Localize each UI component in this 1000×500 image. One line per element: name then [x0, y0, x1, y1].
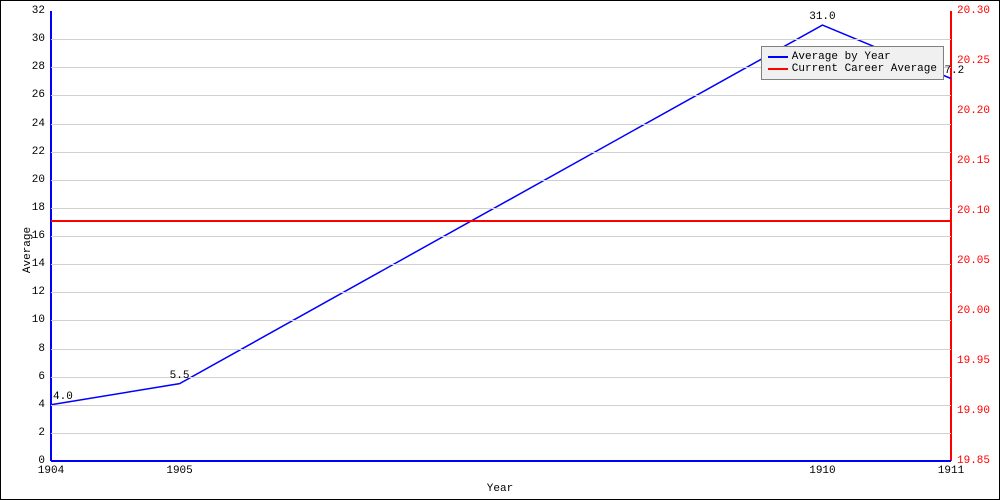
- y-right-tick-label: 20.00: [951, 305, 990, 317]
- y-right-tick-label: 20.10: [951, 205, 990, 217]
- y-left-tick-label: 12: [32, 286, 51, 298]
- y-left-tick-label: 16: [32, 230, 51, 242]
- y-left-tick-label: 30: [32, 33, 51, 45]
- legend-label: Current Career Average: [792, 63, 937, 75]
- data-point-label: 5.5: [170, 370, 190, 382]
- x-tick-label: 1911: [938, 461, 964, 477]
- y-left-tick-label: 6: [38, 371, 51, 383]
- gridline: [51, 152, 951, 153]
- gridline: [51, 236, 951, 237]
- legend: Average by YearCurrent Career Average: [761, 46, 944, 80]
- gridline: [51, 124, 951, 125]
- x-tick-label: 1905: [166, 461, 192, 477]
- chart-container: Average Year 024681012141618202224262830…: [0, 0, 1000, 500]
- y-left-tick-label: 26: [32, 89, 51, 101]
- y-right-tick-label: 19.95: [951, 355, 990, 367]
- data-point-label: 4.0: [53, 391, 73, 403]
- y-right-tick-label: 20.20: [951, 105, 990, 117]
- y-left-tick-label: 32: [32, 5, 51, 17]
- legend-item: Average by Year: [768, 51, 937, 63]
- gridline: [51, 264, 951, 265]
- y-left-tick-label: 2: [38, 427, 51, 439]
- legend-swatch: [768, 56, 788, 58]
- gridline: [51, 292, 951, 293]
- y-right-tick-label: 20.30: [951, 5, 990, 17]
- y-left-tick-label: 20: [32, 174, 51, 186]
- x-tick-label: 1910: [809, 461, 835, 477]
- data-point-label: 31.0: [809, 11, 835, 23]
- gridline: [51, 320, 951, 321]
- gridline: [51, 95, 951, 96]
- gridline: [51, 39, 951, 40]
- y-left-tick-label: 18: [32, 202, 51, 214]
- y-left-tick-label: 8: [38, 343, 51, 355]
- gridline: [51, 349, 951, 350]
- y-left-tick-label: 28: [32, 61, 51, 73]
- y-right-tick-label: 19.90: [951, 405, 990, 417]
- gridline: [51, 180, 951, 181]
- y-left-tick-label: 4: [38, 399, 51, 411]
- gridline: [51, 405, 951, 406]
- y-left-tick-label: 22: [32, 146, 51, 158]
- y-left-tick-label: 24: [32, 118, 51, 130]
- gridline: [51, 433, 951, 434]
- x-axis-title: Year: [487, 483, 513, 495]
- gridline: [51, 208, 951, 209]
- y-right-tick-label: 20.15: [951, 155, 990, 167]
- x-tick-label: 1904: [38, 461, 64, 477]
- legend-swatch: [768, 68, 788, 70]
- legend-item: Current Career Average: [768, 63, 937, 75]
- y-right-tick-label: 20.05: [951, 255, 990, 267]
- y-left-tick-label: 10: [32, 314, 51, 326]
- y-left-tick-label: 14: [32, 258, 51, 270]
- legend-label: Average by Year: [792, 51, 891, 63]
